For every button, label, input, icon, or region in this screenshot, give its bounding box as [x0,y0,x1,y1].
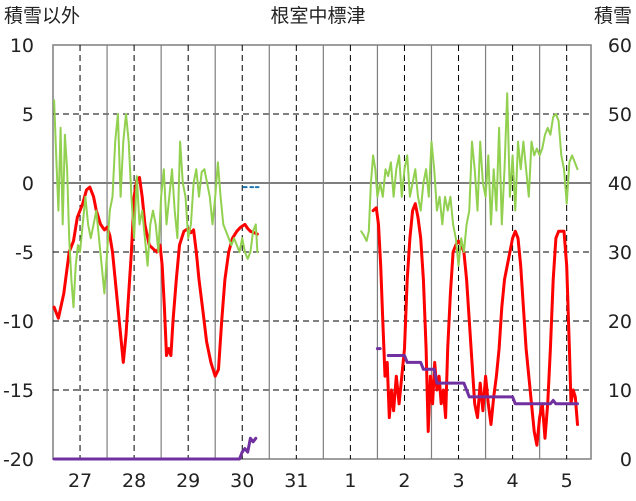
x-tick-label: 1 [344,470,356,492]
y-left-tick-label: 10 [10,35,34,57]
x-tick-label: 31 [284,470,308,492]
plot-area [52,44,592,460]
series-1-line [360,92,579,267]
x-tick-label: 27 [68,470,92,492]
y-left-tick-label: -10 [3,311,34,333]
y-right-tick-label: 10 [608,380,632,402]
x-tick-label: 5 [561,470,573,492]
y-left-tick-label: -5 [15,242,34,264]
y-right-tick-label: 40 [608,173,632,195]
y-right-tick-label: 30 [608,242,632,264]
y-right-tick-label: 50 [608,104,632,126]
left-axis-label: 積雪以外 [4,5,80,27]
series-group [52,92,579,461]
series-2-line [386,354,579,406]
x-tick-label: 29 [176,470,200,492]
series-2-line [52,436,258,461]
x-tick-label: 3 [452,470,464,492]
x-tick-label: 2 [398,470,410,492]
series-0-line [371,202,579,447]
series-1-line [53,99,259,309]
right-axis-label: 積雪 [594,5,632,27]
y-left-tick-label: -20 [3,449,34,471]
y-left-tick-label: 5 [22,104,34,126]
y-left-tick-label: 0 [22,173,34,195]
x-tick-label: 30 [230,470,254,492]
chart-title: 根室中標津 [270,5,365,27]
y-right-tick-label: 60 [608,35,632,57]
y-right-tick-label: 20 [608,311,632,333]
y-left-tick-label: -15 [3,380,34,402]
y-right-tick-label: 0 [620,449,632,471]
x-tick-label: 4 [507,470,519,492]
x-tick-label: 28 [122,470,146,492]
